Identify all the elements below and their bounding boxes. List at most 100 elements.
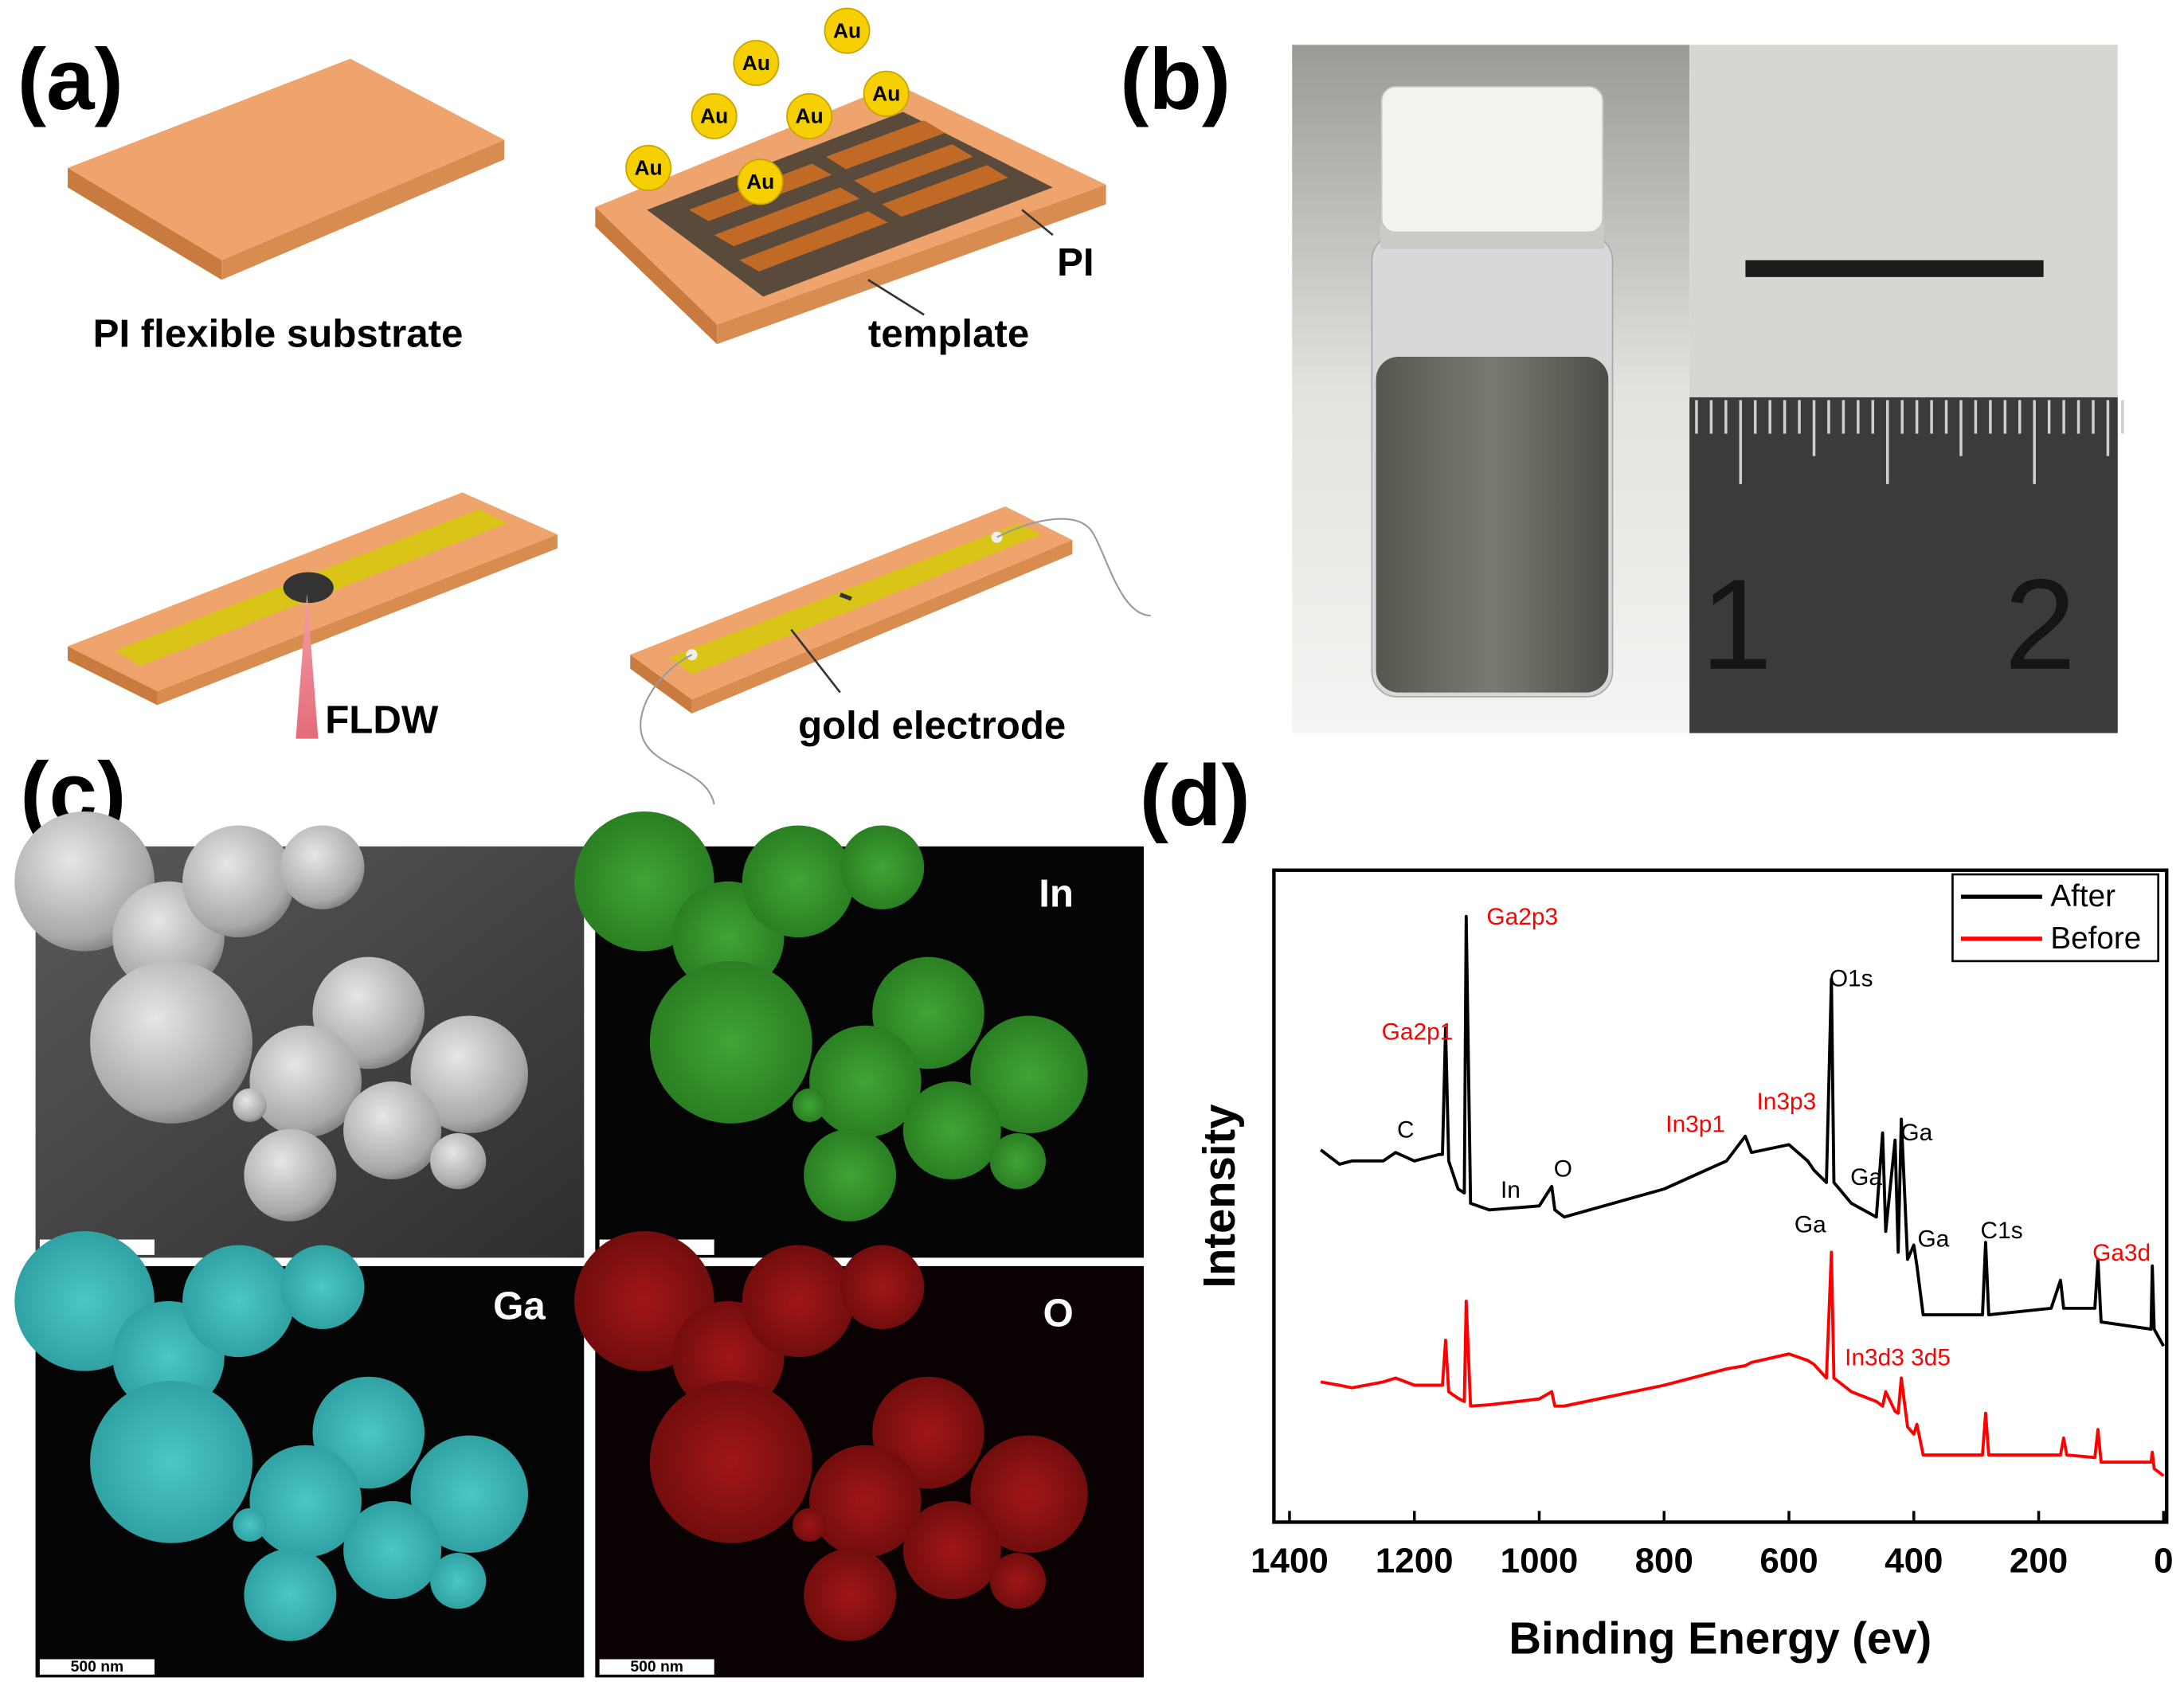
electrode-drawing — [630, 506, 1151, 805]
particle — [840, 825, 925, 909]
shape — [996, 518, 1151, 617]
au-particles: Au Au Au Au Au Au Au — [625, 7, 910, 205]
shape — [283, 572, 334, 604]
au-label: Au — [872, 81, 900, 105]
au-label: Au — [746, 170, 774, 194]
peak-annotation: Ga — [1850, 1164, 1882, 1191]
au-label: Au — [742, 51, 770, 75]
legend-box — [1951, 873, 2160, 963]
shape — [68, 167, 222, 280]
particle — [804, 1128, 897, 1222]
shape — [717, 184, 1106, 345]
shape — [68, 58, 505, 260]
shape — [669, 523, 1042, 674]
shape — [882, 165, 1008, 217]
peak-annotation: Ga — [1795, 1212, 1826, 1238]
shape — [854, 143, 973, 194]
scale-bar — [39, 1659, 155, 1675]
particle — [244, 1548, 337, 1641]
plot-frame — [1272, 868, 2169, 1524]
scale-bar-label: 500 nm — [630, 1659, 683, 1675]
shape — [691, 540, 1073, 714]
peak-annotation: Ga — [1900, 1120, 1932, 1146]
ruler-photo — [1689, 45, 2124, 733]
particle — [280, 1245, 365, 1329]
au-particle — [733, 40, 780, 87]
panel-label: (a) — [18, 31, 123, 128]
particle — [902, 1081, 1001, 1179]
particle — [430, 1553, 487, 1609]
peak-annotation: In3d3 3d5 — [1845, 1345, 1951, 1371]
peak-annotation: In3p3 — [1756, 1089, 1816, 1115]
template-drawing — [595, 84, 1106, 345]
shape — [595, 207, 718, 345]
au-label: Au — [796, 104, 824, 128]
au-label: Au — [833, 18, 861, 42]
shape — [1745, 260, 2044, 277]
shape — [714, 187, 860, 247]
peak-annotation: C1s — [1981, 1218, 2023, 1244]
scale-bar-label: 500 nm — [71, 1659, 124, 1675]
shape — [296, 592, 319, 739]
shape — [1689, 397, 2118, 733]
particle — [809, 1445, 922, 1558]
peak-annotation: In3p1 — [1665, 1111, 1725, 1137]
shape — [630, 655, 692, 714]
x-tick-label: 1200 — [1376, 1542, 1454, 1581]
particle — [840, 1245, 925, 1329]
au-particle — [863, 70, 910, 117]
panel-label: (d) — [1140, 748, 1251, 845]
au-particle — [824, 7, 871, 54]
particle — [649, 960, 812, 1124]
particle — [410, 1435, 529, 1554]
particle — [989, 1133, 1047, 1190]
particle — [343, 1081, 442, 1179]
x-tick-label: 800 — [1635, 1542, 1693, 1581]
scale-bar — [599, 1659, 714, 1675]
particle — [233, 1088, 267, 1122]
substrate-drawing — [68, 58, 505, 280]
peak-annotation: Ga3d — [2092, 1240, 2151, 1266]
au-label: Au — [635, 156, 663, 180]
particle — [90, 1380, 252, 1543]
shape — [839, 592, 852, 601]
series-line — [1320, 1250, 2165, 1477]
vial-photo — [1292, 45, 1690, 733]
legend-label: After — [2050, 879, 2116, 913]
shape — [790, 628, 841, 694]
particle — [182, 1245, 295, 1358]
au-label: Au — [700, 104, 728, 128]
shape — [68, 646, 158, 706]
x-tick-label: 1000 — [1501, 1542, 1579, 1581]
x-axis-label: Binding Energy (ev) — [1509, 1613, 1932, 1664]
particle — [233, 1507, 267, 1542]
caption: template — [868, 312, 1029, 356]
peak-annotation: O1s — [1830, 966, 1873, 992]
shape — [1380, 86, 1604, 233]
shape — [157, 534, 558, 706]
shape — [739, 211, 888, 272]
map-label: O — [1043, 1291, 1074, 1335]
particle — [249, 1025, 362, 1138]
shape — [826, 120, 945, 170]
particle — [280, 825, 365, 909]
particle — [793, 1507, 827, 1542]
y-axis-label: Intensity — [1194, 1105, 1244, 1288]
particle — [410, 1015, 529, 1134]
particle — [90, 960, 252, 1124]
au-particle — [786, 92, 833, 139]
x-tick-label: 1400 — [1251, 1542, 1329, 1581]
peak-annotation: In — [1501, 1177, 1521, 1203]
x-tick-label: 200 — [2010, 1542, 2068, 1581]
map-label: Ga — [493, 1284, 546, 1328]
particle — [902, 1501, 1001, 1600]
caption: gold electrode — [798, 704, 1066, 748]
au-particle — [691, 92, 738, 139]
caption: PI — [1057, 240, 1094, 284]
particle — [649, 1380, 812, 1543]
particle — [970, 1435, 1088, 1554]
peak-annotation: Ga — [1918, 1226, 1950, 1252]
particle — [249, 1445, 362, 1558]
